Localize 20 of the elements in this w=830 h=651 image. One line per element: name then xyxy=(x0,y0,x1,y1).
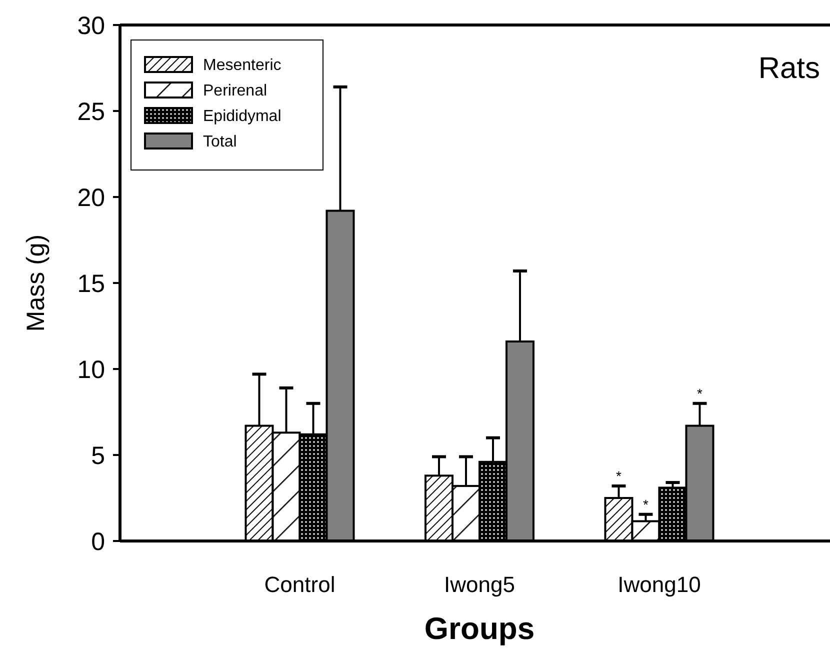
y-tick-label: 30 xyxy=(77,12,105,40)
legend-label: Perirenal xyxy=(203,82,268,100)
x-tick-label: Iwong10 xyxy=(618,572,701,597)
x-tick-label: Iwong5 xyxy=(444,572,515,597)
y-axis-title: Mass (g) xyxy=(22,234,50,332)
data-label: * xyxy=(697,385,704,402)
data-label: * xyxy=(616,468,622,484)
legend-label: Epididymal xyxy=(203,108,282,125)
annotation: Rats xyxy=(758,52,820,85)
x-tick-label: Control xyxy=(264,572,336,597)
y-tick-label: 25 xyxy=(77,98,105,126)
legend-label: Mesenteric xyxy=(203,57,282,74)
y-tick-label: 20 xyxy=(77,184,105,212)
y-tick-label: 10 xyxy=(77,356,105,384)
y-tick-label: 5 xyxy=(91,442,105,470)
x-axis-title: Groups xyxy=(424,611,535,646)
legend-label: Total xyxy=(203,134,237,150)
data-label: * xyxy=(643,496,650,512)
y-tick-label: 0 xyxy=(91,528,105,556)
y-tick-label: 15 xyxy=(77,270,105,298)
